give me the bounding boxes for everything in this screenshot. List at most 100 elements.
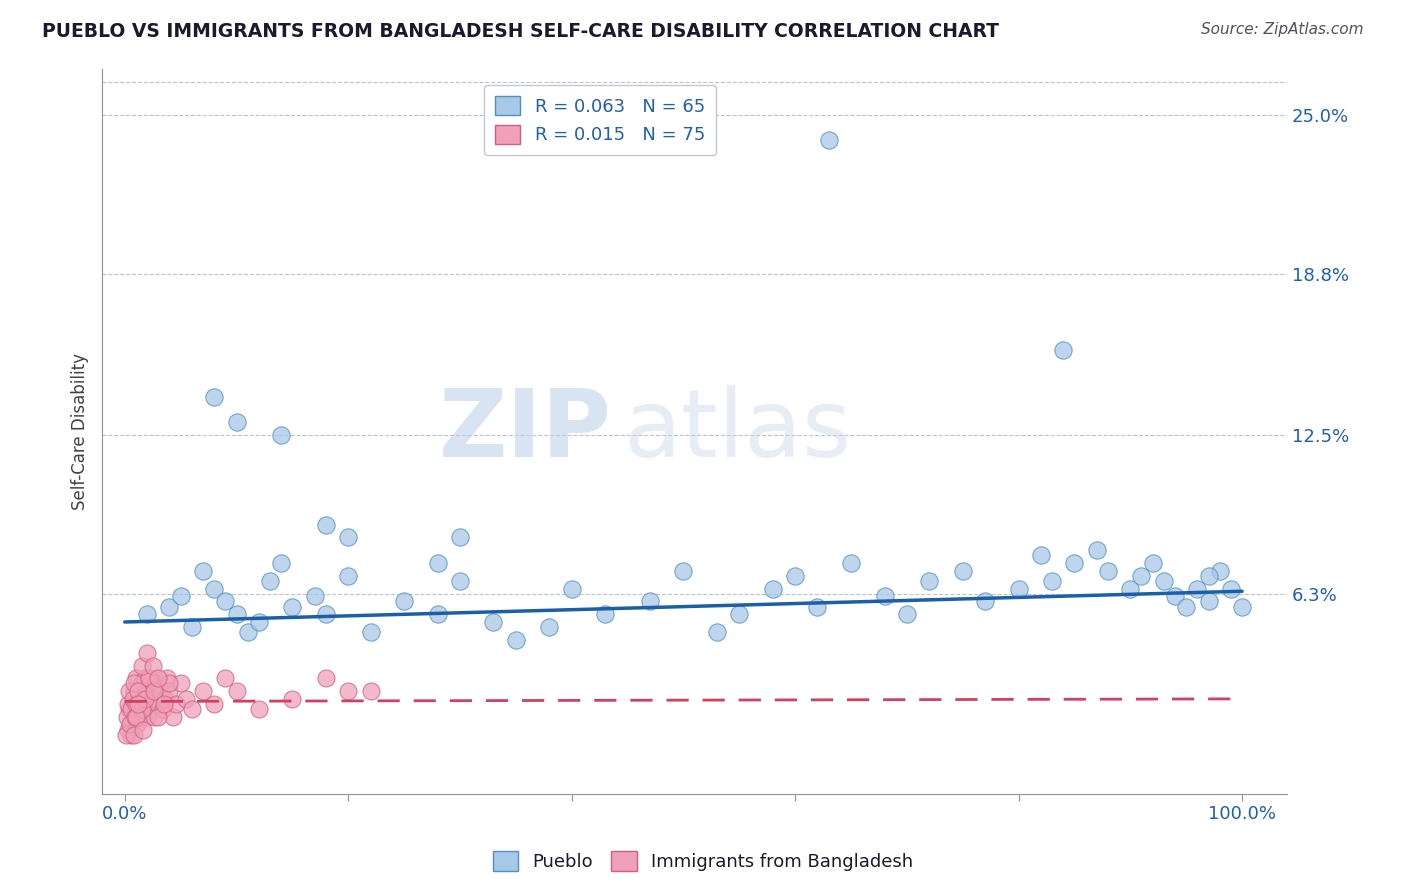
Point	[120, 717, 142, 731]
Point	[134, 691, 156, 706]
Point	[270, 556, 292, 570]
Point	[127, 684, 149, 698]
Point	[561, 582, 583, 596]
Point	[148, 697, 170, 711]
Point	[120, 717, 142, 731]
Point	[174, 691, 197, 706]
Point	[806, 599, 828, 614]
Text: Source: ZipAtlas.com: Source: ZipAtlas.com	[1201, 22, 1364, 37]
Point	[1208, 564, 1230, 578]
Point	[1063, 556, 1085, 570]
Point	[974, 594, 997, 608]
Point	[259, 574, 281, 588]
Legend: Pueblo, Immigrants from Bangladesh: Pueblo, Immigrants from Bangladesh	[485, 844, 921, 879]
Point	[125, 672, 148, 686]
Point	[538, 620, 561, 634]
Point	[115, 728, 138, 742]
Y-axis label: Self-Care Disability: Self-Care Disability	[72, 352, 89, 509]
Point	[162, 710, 184, 724]
Point	[122, 710, 145, 724]
Point	[180, 702, 202, 716]
Point	[236, 625, 259, 640]
Point	[191, 684, 214, 698]
Point	[1130, 569, 1153, 583]
Point	[202, 582, 225, 596]
Point	[505, 632, 527, 647]
Point	[142, 710, 165, 724]
Legend: R = 0.063   N = 65, R = 0.015   N = 75: R = 0.063 N = 65, R = 0.015 N = 75	[484, 85, 716, 155]
Text: PUEBLO VS IMMIGRANTS FROM BANGLADESH SELF-CARE DISABILITY CORRELATION CHART: PUEBLO VS IMMIGRANTS FROM BANGLADESH SEL…	[42, 22, 1000, 41]
Point	[131, 676, 153, 690]
Point	[247, 615, 270, 629]
Point	[149, 684, 172, 698]
Point	[135, 684, 157, 698]
Point	[152, 702, 174, 716]
Point	[136, 710, 159, 724]
Point	[138, 672, 160, 686]
Point	[817, 133, 839, 147]
Point	[159, 599, 181, 614]
Point	[125, 697, 148, 711]
Point	[593, 607, 616, 622]
Point	[134, 672, 156, 686]
Point	[762, 582, 785, 596]
Point	[202, 390, 225, 404]
Point	[873, 590, 896, 604]
Point	[214, 594, 236, 608]
Point	[1230, 599, 1253, 614]
Point	[1219, 582, 1241, 596]
Point	[202, 697, 225, 711]
Point	[449, 574, 471, 588]
Point	[122, 728, 145, 742]
Point	[159, 676, 181, 690]
Point	[121, 728, 143, 742]
Point	[225, 607, 247, 622]
Point	[117, 697, 139, 711]
Point	[145, 676, 167, 690]
Point	[148, 710, 170, 724]
Point	[180, 620, 202, 634]
Point	[337, 684, 360, 698]
Point	[1097, 564, 1119, 578]
Point	[169, 590, 191, 604]
Point	[337, 569, 360, 583]
Point	[125, 702, 148, 716]
Point	[281, 691, 304, 706]
Point	[1085, 543, 1108, 558]
Point	[156, 672, 179, 686]
Point	[728, 607, 751, 622]
Point	[360, 684, 382, 698]
Point	[638, 594, 661, 608]
Point	[392, 594, 415, 608]
Point	[785, 569, 807, 583]
Point	[121, 702, 143, 716]
Point	[142, 684, 165, 698]
Point	[896, 607, 918, 622]
Point	[148, 672, 170, 686]
Point	[127, 697, 149, 711]
Point	[153, 691, 176, 706]
Point	[315, 672, 337, 686]
Point	[127, 684, 149, 698]
Point	[142, 684, 165, 698]
Point	[1040, 574, 1063, 588]
Point	[839, 556, 862, 570]
Point	[124, 710, 146, 724]
Point	[142, 658, 165, 673]
Point	[143, 691, 166, 706]
Point	[131, 702, 153, 716]
Point	[129, 710, 152, 724]
Point	[136, 691, 159, 706]
Point	[337, 531, 360, 545]
Point	[482, 615, 505, 629]
Point	[1198, 594, 1220, 608]
Point	[315, 607, 337, 622]
Point	[138, 672, 160, 686]
Point	[141, 702, 163, 716]
Point	[159, 684, 181, 698]
Point	[918, 574, 941, 588]
Point	[214, 672, 236, 686]
Point	[1119, 582, 1142, 596]
Point	[449, 531, 471, 545]
Point	[1198, 569, 1220, 583]
